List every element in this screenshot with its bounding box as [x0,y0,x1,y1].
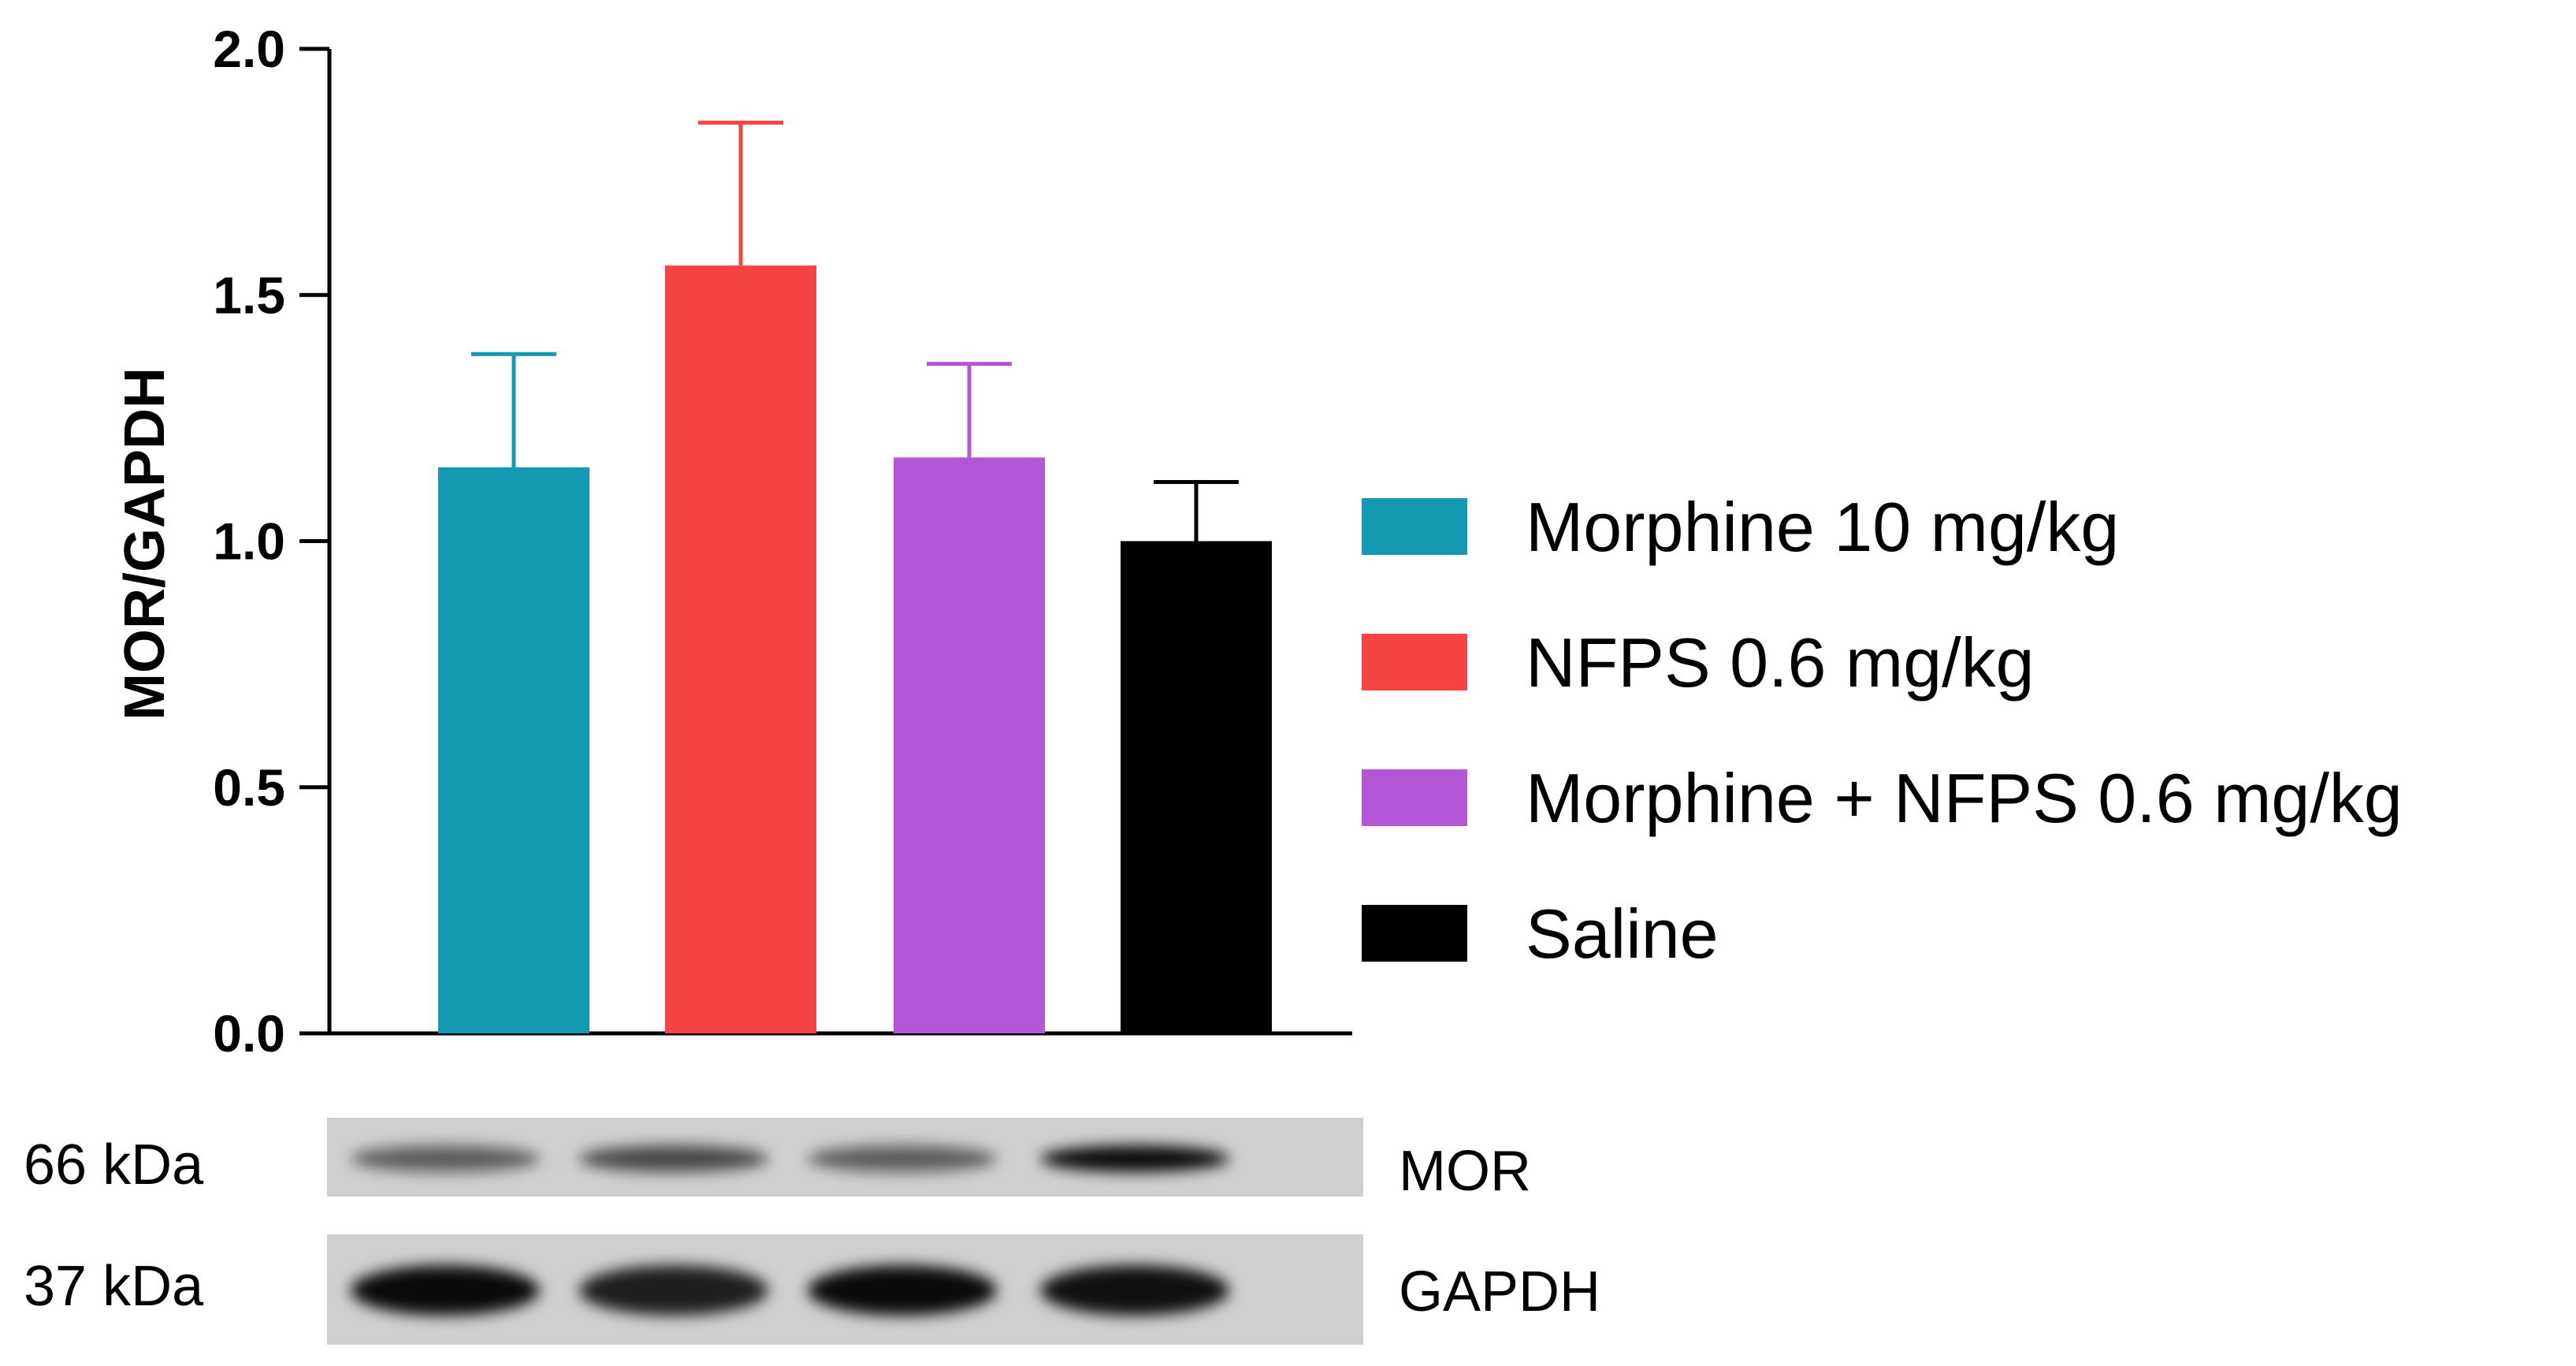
blot-band [1040,1265,1229,1316]
blot-row-gapdh: 37 kDa GAPDH [24,1234,1600,1345]
legend: Morphine 10 mg/kg NFPS 0.6 mg/kg Morphine … [1362,488,2403,973]
legend-swatch [1362,769,1467,826]
blot-row-mor: 66 kDa MOR [24,1118,1531,1203]
bar [894,457,1045,1033]
y-tick-label: 1.5 [213,266,285,324]
bands-mor [351,1145,1229,1172]
blot-band [579,1265,768,1316]
y-tick-label: 1.0 [213,512,285,571]
y-tick-label: 2.0 [213,20,285,78]
blot-protein-label-gapdh: GAPDH [1399,1260,1600,1323]
blot-band [351,1145,540,1172]
blot-size-label-gapdh: 37 kDa [24,1255,204,1318]
y-tick-label: 0.0 [213,1004,285,1063]
legend-label: NFPS 0.6 mg/kg [1526,623,2035,702]
y-tick-label: 0.5 [213,758,285,817]
y-axis-label: MOR/GAPDH [113,367,177,720]
bars [438,121,1272,1033]
legend-swatch [1362,634,1467,690]
legend-swatch [1362,905,1467,962]
blot-protein-label-mor: MOR [1399,1140,1531,1203]
legend-label: Morphine + NFPS 0.6 mg/kg [1526,759,2403,837]
bar [665,265,816,1033]
legend-label: Morphine 10 mg/kg [1526,488,2119,566]
legend-label: Saline [1526,895,1719,973]
bands-gapdh [351,1265,1229,1316]
blot-size-label-mor: 66 kDa [24,1133,204,1197]
blot-band [1040,1145,1229,1172]
blot-panel: 66 kDa MOR 37 kDa GAPDH [24,1118,1600,1345]
bar [1121,541,1272,1033]
y-ticks: 0.0 0.5 1.0 1.5 2.0 [213,20,329,1063]
blot-band [579,1145,768,1172]
bar [438,467,589,1033]
blot-band [808,1265,997,1316]
blot-band [808,1145,997,1172]
legend-swatch [1362,498,1467,555]
blot-band [351,1265,540,1316]
